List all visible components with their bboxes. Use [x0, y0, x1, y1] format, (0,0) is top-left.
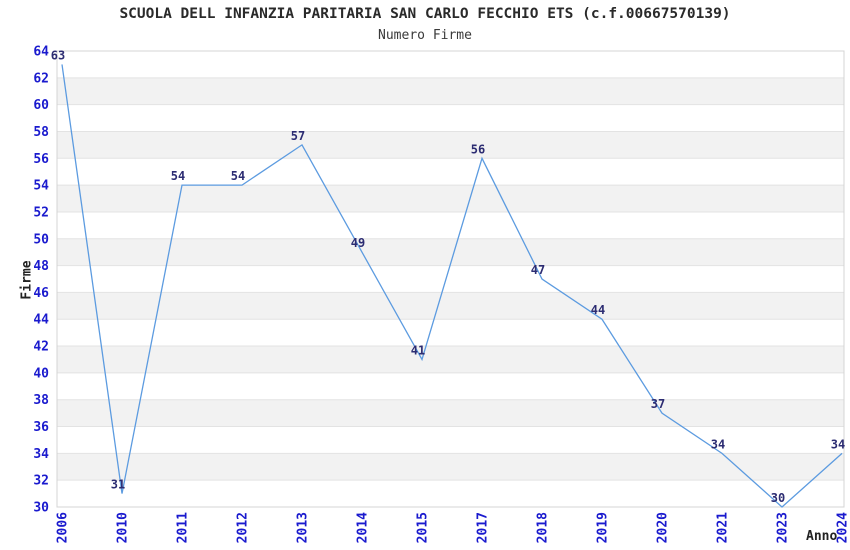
point-label: 56	[471, 142, 485, 156]
x-tick-label: 2018	[536, 512, 551, 543]
y-tick-label: 44	[33, 313, 49, 328]
point-label: 47	[531, 263, 545, 277]
point-label: 31	[111, 478, 125, 492]
point-label: 34	[831, 437, 845, 451]
x-tick-label: 2024	[836, 512, 850, 543]
grid-band	[57, 131, 844, 159]
y-tick-label: 48	[33, 259, 49, 274]
grid-band	[57, 453, 844, 481]
grid-band	[57, 346, 844, 373]
y-tick-label: 64	[33, 45, 49, 60]
point-label: 54	[171, 169, 185, 183]
x-tick-label: 2010	[116, 512, 131, 543]
y-tick-label: 62	[33, 71, 49, 86]
point-label: 37	[651, 397, 665, 411]
chart-subtitle: Numero Firme	[378, 28, 472, 43]
point-label: 44	[591, 303, 605, 317]
y-tick-label: 42	[33, 340, 49, 355]
y-tick-label: 50	[33, 232, 49, 247]
grid-band	[57, 238, 844, 266]
y-tick-label: 58	[33, 125, 49, 140]
point-label: 41	[411, 343, 425, 357]
point-label: 30	[771, 491, 785, 505]
y-tick-label: 56	[33, 152, 49, 167]
y-tick-label: 32	[33, 474, 49, 489]
point-label: 49	[351, 236, 365, 250]
chart-title: SCUOLA DELL INFANZIA PARITARIA SAN CARLO…	[119, 6, 731, 22]
grid-band	[57, 292, 844, 320]
y-tick-label: 46	[33, 286, 49, 301]
y-tick-label: 34	[33, 447, 49, 462]
x-tick-label: 2017	[476, 512, 491, 543]
y-tick-label: 54	[33, 179, 49, 194]
x-tick-label: 2015	[416, 512, 431, 543]
x-axis-title: Anno	[806, 529, 838, 544]
point-label: 57	[291, 129, 305, 143]
x-tick-label: 2019	[596, 512, 611, 543]
data-line	[61, 64, 843, 508]
y-tick-label: 52	[33, 205, 49, 220]
y-tick-label: 40	[33, 366, 49, 381]
x-tick-label: 2013	[296, 512, 311, 543]
x-tick-label: 2006	[56, 512, 71, 543]
y-tick-label: 36	[33, 420, 49, 435]
y-tick-label: 30	[33, 501, 49, 516]
point-label: 34	[711, 437, 725, 451]
grid-band	[57, 399, 844, 427]
x-tick-label: 2012	[236, 512, 251, 543]
x-tick-label: 2014	[356, 512, 371, 543]
grid-band	[57, 185, 844, 212]
y-tick-label: 60	[33, 98, 49, 113]
x-tick-label: 2021	[716, 512, 731, 543]
point-label: 54	[231, 169, 245, 183]
x-tick-label: 2020	[656, 512, 671, 543]
plot-border	[56, 50, 845, 508]
point-label: 63	[51, 48, 65, 62]
x-tick-label: 2023	[776, 512, 791, 543]
x-tick-label: 2011	[176, 512, 191, 543]
y-tick-label: 38	[33, 393, 49, 408]
grid-band	[57, 77, 844, 105]
